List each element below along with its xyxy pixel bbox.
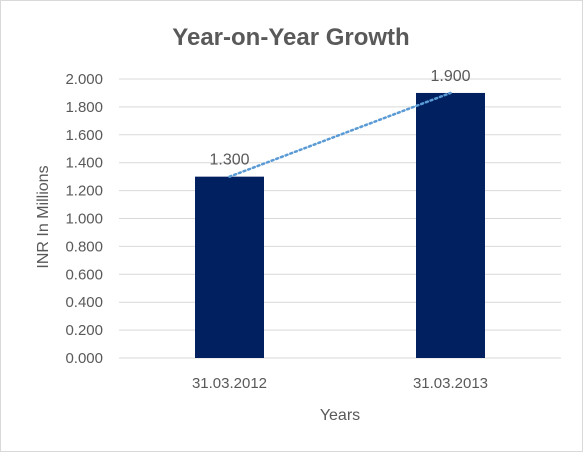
y-tick-label: 1.800 — [65, 99, 103, 116]
data-labels: 1.300 1.900 — [209, 68, 470, 169]
y-tick-label: 1.600 — [65, 127, 103, 144]
data-label: 1.300 — [209, 152, 249, 169]
y-tick-label: 0.800 — [65, 238, 103, 255]
x-tick-label: 31.03.2012 — [192, 375, 267, 392]
chart-title: Year-on-Year Growth — [172, 24, 409, 51]
trendline — [228, 91, 452, 178]
y-tick-label: 1.000 — [65, 211, 103, 228]
gridlines — [119, 78, 561, 359]
y-tick-label: 0.400 — [65, 294, 103, 311]
y-tick-label: 0.000 — [65, 350, 103, 367]
x-tick-label: 31.03.2013 — [413, 375, 488, 392]
bars — [195, 92, 485, 358]
trendline-layer — [228, 91, 452, 178]
y-tick-label: 2.000 — [65, 71, 103, 88]
y-axis-ticks: 0.000 0.200 0.400 0.600 0.800 1.000 1.200 1.400… — [65, 71, 103, 367]
y-tick-label: 1.200 — [65, 183, 103, 200]
bar — [416, 92, 485, 358]
x-axis-ticks: 31.03.2012 31.03.2013 — [192, 375, 488, 392]
y-tick-label: 0.600 — [65, 266, 103, 283]
data-label: 1.900 — [430, 68, 470, 85]
x-axis-title: Years — [320, 407, 360, 424]
bar — [195, 176, 264, 358]
y-tick-label: 0.200 — [65, 322, 103, 339]
y-axis-title: INR In Millions — [35, 165, 52, 268]
y-tick-label: 1.400 — [65, 155, 103, 172]
